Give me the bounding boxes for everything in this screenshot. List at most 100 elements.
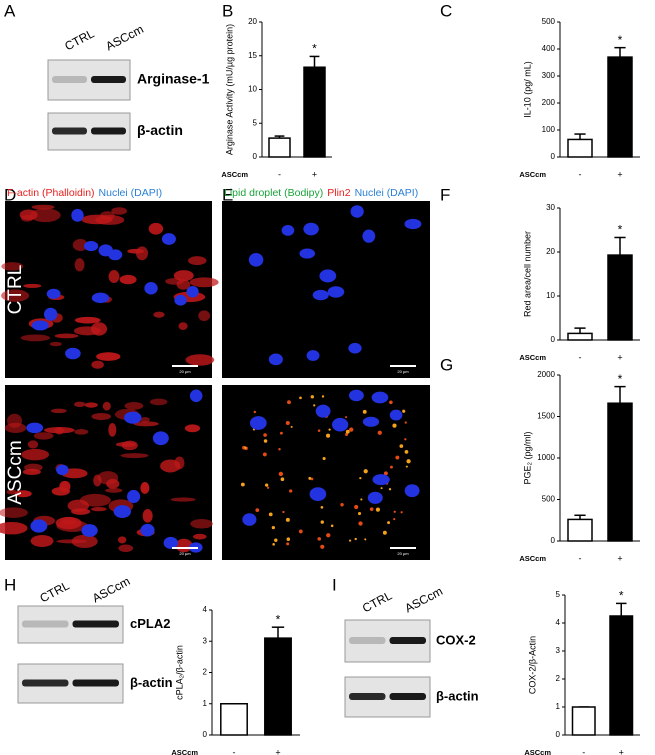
band-label: COX-2 [436,632,476,647]
actin [108,423,117,437]
band [91,76,126,83]
y-axis-label: COX-2/β-Actin [527,636,537,694]
droplet [399,444,404,448]
nucleus [65,347,81,360]
x-tick-label: - [579,352,582,362]
droplet [262,452,267,457]
actin [0,507,28,518]
significance: * [276,612,281,626]
significance: * [618,33,623,47]
droplet [393,510,396,513]
bar [303,66,326,158]
actin [105,488,123,493]
nucleus [389,409,403,421]
band [52,127,87,135]
actin [185,354,215,366]
nucleus [404,484,420,498]
actin [49,341,62,347]
significance: * [312,42,317,56]
actin [74,316,101,324]
row-label: ASCcm [5,440,26,504]
x-axis-label: ASCcm [519,353,546,362]
droplet [357,511,362,516]
y-tick-label: 0 [253,152,258,161]
bar [567,518,593,542]
nucleus [315,404,331,418]
actin [50,408,67,414]
band-label: β-actin [137,122,183,138]
scale-bar-label: 20 µm [397,369,409,374]
droplet [317,537,322,541]
significance: * [618,223,623,237]
bar [268,137,291,158]
y-tick-label: 200 [542,98,556,107]
actin [148,222,164,235]
droplet [290,425,293,428]
band-label: cPLA2 [130,616,170,631]
droplet [320,506,324,509]
droplet [400,511,403,514]
y-tick-label: 10 [546,291,555,300]
nucleus [71,208,84,222]
y-tick-label: 1 [203,699,208,708]
nucleus [124,411,142,424]
actin [72,239,88,251]
band [389,693,426,700]
droplet [286,537,291,541]
droplet [272,543,275,546]
droplet [358,521,363,526]
actin [119,274,137,285]
droplet [274,538,278,542]
band [349,637,386,644]
actin [20,334,51,342]
y-tick-label: 3 [203,636,208,645]
droplet [279,431,283,435]
actin [160,459,181,473]
actin [74,429,89,435]
nucleus [281,225,295,236]
bar [607,254,633,341]
band [72,679,119,687]
nucleus [327,286,345,298]
droplet [268,512,273,517]
x-tick-label: + [617,352,622,362]
nucleus [309,487,327,501]
actin [198,310,210,322]
nucleus [140,523,155,537]
nucleus [163,536,178,549]
droplet [308,476,312,480]
nucleus [83,240,99,252]
band [91,127,126,135]
lane-label: CTRL [62,26,97,53]
droplet [362,409,367,414]
y-tick-label: 100 [542,125,556,134]
y-tick-label: 4 [556,618,561,627]
band [349,693,386,700]
nucleus [81,524,98,537]
droplet [330,524,334,528]
stain-label: Nuclei (DAPI) [99,187,163,199]
nucleus [152,431,169,446]
actin [74,401,86,408]
droplet [289,489,293,493]
band-label: Arginase-1 [137,71,210,87]
droplet [360,498,363,501]
panel-letter: F [440,185,450,204]
nucleus [113,505,132,518]
nucleus [348,342,362,354]
nucleus [362,229,376,243]
nucleus [108,249,123,261]
droplet [364,538,367,541]
actin [21,448,50,461]
droplet [322,456,326,461]
x-tick-label: + [617,553,622,563]
droplet [286,542,290,546]
actin [96,352,121,361]
panel-letter: E [222,185,233,204]
droplet [325,433,331,438]
droplet [369,507,374,511]
panel-letter: A [4,1,16,20]
nucleus [367,491,383,504]
droplet [363,469,368,474]
droplet [310,477,314,481]
